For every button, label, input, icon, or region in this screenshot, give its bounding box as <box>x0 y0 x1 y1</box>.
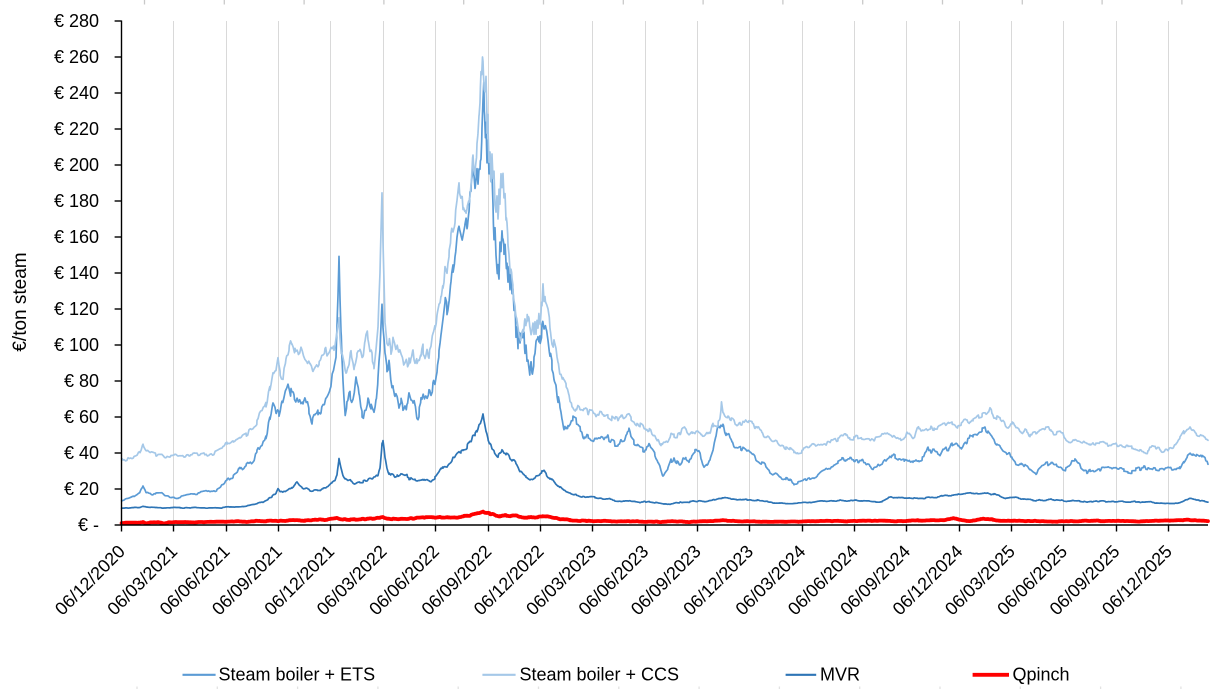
svg-text:€ -: € - <box>78 515 99 535</box>
svg-text:€ 60: € 60 <box>64 407 99 427</box>
svg-text:€ 80: € 80 <box>64 371 99 391</box>
svg-text:€ 120: € 120 <box>54 299 99 319</box>
svg-text:MVR: MVR <box>820 665 860 685</box>
svg-text:€ 200: € 200 <box>54 155 99 175</box>
svg-text:Steam boiler + CCS: Steam boiler + CCS <box>520 665 680 685</box>
svg-text:€ 160: € 160 <box>54 227 99 247</box>
svg-text:Steam boiler + ETS: Steam boiler + ETS <box>219 665 376 685</box>
svg-text:€ 220: € 220 <box>54 119 99 139</box>
svg-text:Qpinch: Qpinch <box>1013 665 1070 685</box>
svg-text:€ 260: € 260 <box>54 47 99 67</box>
svg-text:€ 100: € 100 <box>54 335 99 355</box>
svg-text:€ 180: € 180 <box>54 191 99 211</box>
svg-text:€ 140: € 140 <box>54 263 99 283</box>
svg-text:€ 40: € 40 <box>64 443 99 463</box>
svg-text:€ 240: € 240 <box>54 83 99 103</box>
svg-text:€/ton steam: €/ton steam <box>10 252 31 351</box>
svg-text:€ 280: € 280 <box>54 11 99 31</box>
svg-text:€ 20: € 20 <box>64 479 99 499</box>
